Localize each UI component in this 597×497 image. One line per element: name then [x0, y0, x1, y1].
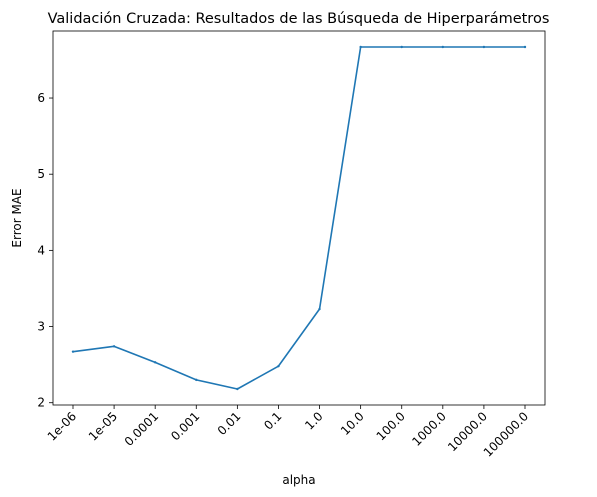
plot-area: 2 3 4 5 6 1e-06 1e-05 0.0001 0.001 0.01 0.1 1.0 10.… — [37, 30, 546, 460]
x-tick-label: 1e-06 — [45, 409, 79, 443]
data-point — [112, 345, 116, 348]
data-point — [441, 45, 445, 49]
data-point — [400, 45, 403, 49]
data-point — [482, 45, 486, 49]
x-tick-label: 0.01 — [215, 409, 244, 438]
series-line — [72, 46, 525, 390]
x-tick-label: 100000.0 — [481, 409, 531, 459]
x-tick-label: 1000.0 — [409, 409, 449, 449]
x-tick-label: 0.1 — [261, 409, 284, 432]
data-point — [359, 45, 362, 49]
chart-title: Validación Cruzada: Resultados de las Bú… — [48, 11, 550, 27]
data-point — [523, 45, 527, 49]
y-tick-label: 5 — [37, 167, 45, 181]
data-point — [153, 361, 157, 364]
data-point — [318, 307, 321, 311]
x-tick-label: 1.0 — [302, 409, 325, 432]
axes-frame — [52, 30, 546, 406]
x-tick-label: 1e-05 — [86, 409, 120, 443]
data-point — [195, 378, 198, 382]
x-axis: 1e-06 1e-05 0.0001 0.001 0.01 0.1 1.0 10.0 100.0… — [45, 405, 531, 460]
x-tick-label: 0.0001 — [122, 409, 162, 449]
y-tick-label: 2 — [37, 396, 45, 410]
y-tick-label: 3 — [37, 320, 45, 334]
x-tick-label: 10.0 — [338, 409, 367, 438]
y-axis-label: Error MAE — [10, 188, 24, 247]
data-point — [277, 364, 280, 368]
x-tick-label: 100.0 — [374, 409, 408, 443]
y-tick-label: 6 — [37, 91, 45, 105]
x-tick-label: 0.001 — [168, 409, 202, 443]
y-tick-label: 4 — [37, 243, 45, 257]
data-point — [236, 387, 239, 391]
y-axis: 2 3 4 5 6 — [37, 91, 53, 410]
x-axis-label: alpha — [282, 473, 315, 487]
data-point — [71, 350, 75, 353]
